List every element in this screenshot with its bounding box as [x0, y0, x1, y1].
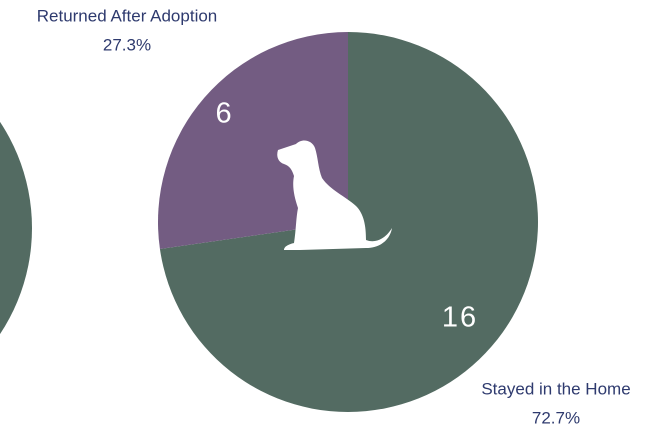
dog-icon: [277, 140, 392, 250]
slice-percent-label: 27.3%: [103, 35, 151, 54]
slice-category-label: Stayed in the Home: [481, 379, 630, 398]
neighbor-pie: [0, 121, 32, 335]
slice-percent-label: 72.7%: [532, 408, 580, 427]
slice-value-label: 16: [442, 302, 478, 334]
slice-value-label: 6: [215, 98, 233, 130]
slice-category-label: Returned After Adoption: [37, 6, 218, 25]
